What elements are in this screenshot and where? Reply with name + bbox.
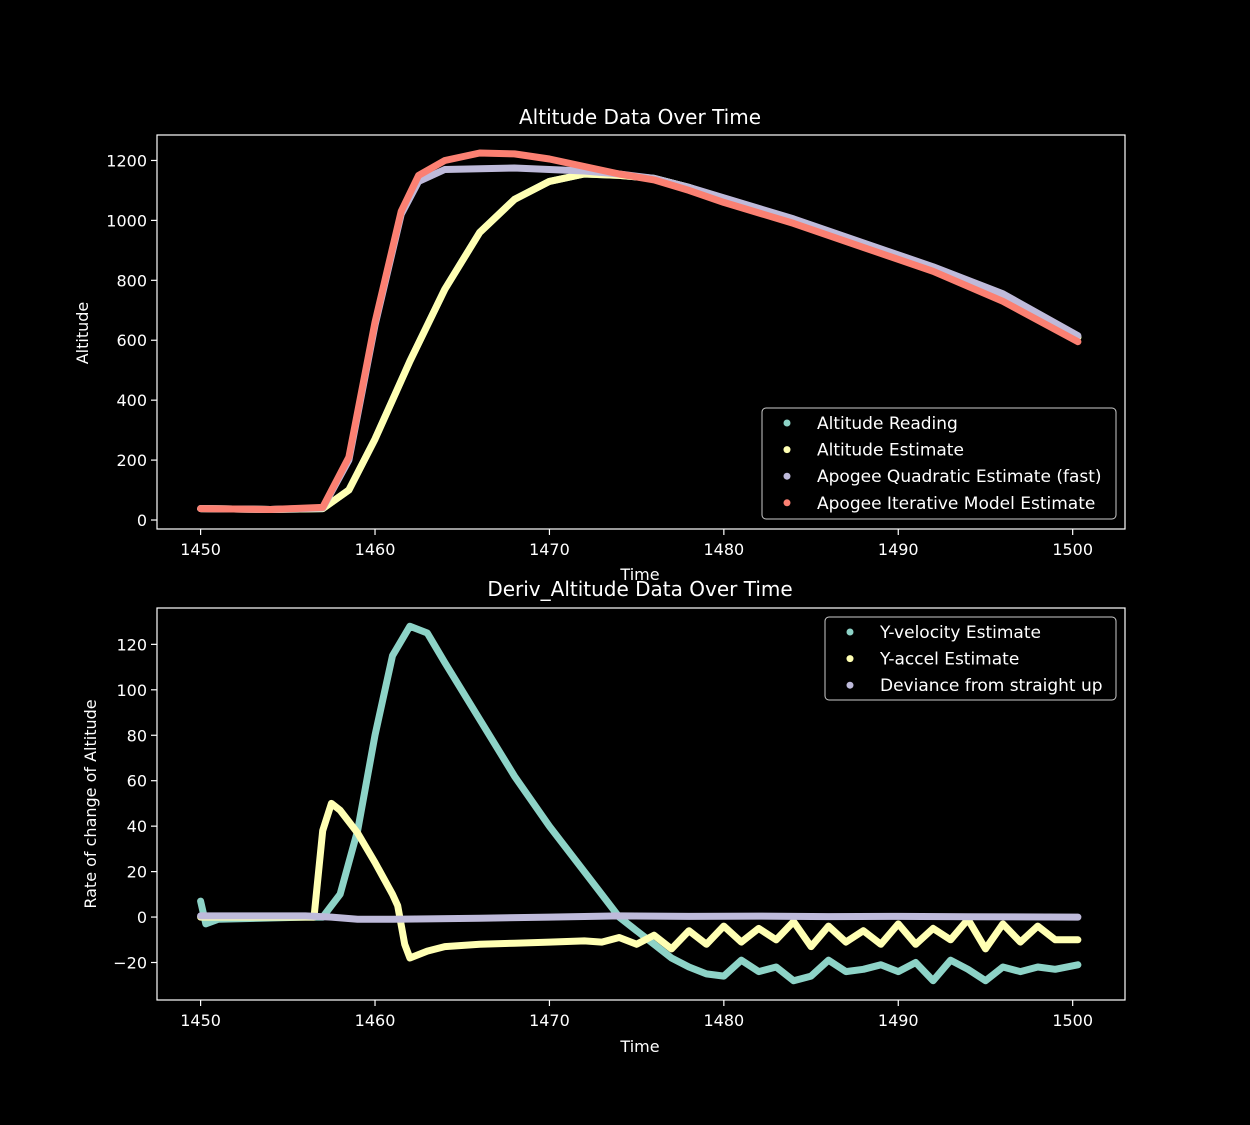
legend-box xyxy=(824,616,1117,701)
y-tick-label: 200 xyxy=(116,451,147,470)
altitude-y-axis-label: Altitude xyxy=(73,302,92,365)
x-tick-label: 1480 xyxy=(703,1011,744,1030)
legend-box xyxy=(761,407,1117,520)
x-tick-label: 1460 xyxy=(355,540,396,559)
legend-entry: Altitude Estimate xyxy=(817,441,964,461)
altitude-plot-marks xyxy=(197,149,1082,513)
series-0-trace xyxy=(197,622,1082,985)
deriv-y-axis-label: Rate of change of Altitude xyxy=(81,699,100,908)
x-tick-label: 1460 xyxy=(355,1011,396,1030)
deriv-plot-marks xyxy=(197,622,1082,985)
y-tick-label: 800 xyxy=(116,271,147,290)
legend-marker xyxy=(783,419,791,427)
x-tick-label: 1470 xyxy=(529,1011,570,1030)
y-tick-label: 120 xyxy=(116,635,147,654)
altitude-y-axis: 0 200 400 600 800 1000 1200 xyxy=(106,151,157,530)
deriv-x-axis: 1450 1460 1470 1480 1490 1500 xyxy=(180,1000,1093,1030)
y-tick-label: 40 xyxy=(127,817,147,836)
legend-marker xyxy=(846,681,854,689)
altitude-x-axis-label: Time xyxy=(619,565,659,584)
series-3-trace xyxy=(197,149,1082,513)
x-tick-label: 1490 xyxy=(878,540,919,559)
y-tick-label: 1200 xyxy=(106,151,147,170)
altitude-plot-frame xyxy=(156,134,1126,530)
x-tick-label: 1500 xyxy=(1052,1011,1093,1030)
altitude-legend: Altitude Reading Altitude Estimate Apogee … xyxy=(761,407,1117,520)
x-tick-label: 1450 xyxy=(180,540,221,559)
legend-marker xyxy=(846,655,854,663)
legend-marker xyxy=(783,499,791,507)
y-tick-label: 0 xyxy=(137,511,147,530)
legend-entry: Apogee Iterative Model Estimate xyxy=(817,494,1095,514)
legend-entry: Deviance from straight up xyxy=(880,676,1103,696)
y-tick-label: 60 xyxy=(127,772,147,791)
deriv-y-axis: −20 0 20 40 60 80 100 120 xyxy=(113,635,157,973)
y-tick-label: 80 xyxy=(127,726,147,745)
deriv-legend: Y-velocity Estimate Y-accel Estimate Devia… xyxy=(824,616,1117,701)
deriv-altitude-chart: Deriv_Altitude Data Over Time 1450 1460 14… xyxy=(81,577,1126,1056)
legend-marker xyxy=(783,472,791,480)
legend-entry: Y-velocity Estimate xyxy=(879,623,1041,643)
y-tick-label: 20 xyxy=(127,863,147,882)
x-tick-label: 1490 xyxy=(878,1011,919,1030)
series-1-trace xyxy=(197,799,1082,962)
deriv-plot-frame xyxy=(156,607,1126,1001)
legend-entry: Altitude Reading xyxy=(817,414,958,434)
y-tick-label: −20 xyxy=(113,954,147,973)
legend-entry: Apogee Quadratic Estimate (fast) xyxy=(817,467,1102,487)
altitude-chart-title: Altitude Data Over Time xyxy=(519,105,761,129)
y-tick-label: 600 xyxy=(116,331,147,350)
deriv-chart-title: Deriv_Altitude Data Over Time xyxy=(487,577,792,601)
legend-marker xyxy=(783,446,791,454)
legend-marker xyxy=(846,628,854,636)
series-2-trace xyxy=(197,912,1082,923)
x-tick-label: 1500 xyxy=(1052,540,1093,559)
y-tick-label: 0 xyxy=(137,908,147,927)
y-tick-label: 400 xyxy=(116,391,147,410)
altitude-chart: Altitude Data Over Time 1450 1460 1470 1480… xyxy=(73,105,1126,584)
deriv-x-axis-label: Time xyxy=(619,1037,659,1056)
x-tick-label: 1450 xyxy=(180,1011,221,1030)
y-tick-label: 100 xyxy=(116,681,147,700)
y-tick-label: 1000 xyxy=(106,211,147,230)
legend-entry: Y-accel Estimate xyxy=(879,650,1019,670)
x-tick-label: 1470 xyxy=(529,540,570,559)
altitude-x-axis: 1450 1460 1470 1480 1490 1500 xyxy=(180,529,1093,559)
x-tick-label: 1480 xyxy=(703,540,744,559)
